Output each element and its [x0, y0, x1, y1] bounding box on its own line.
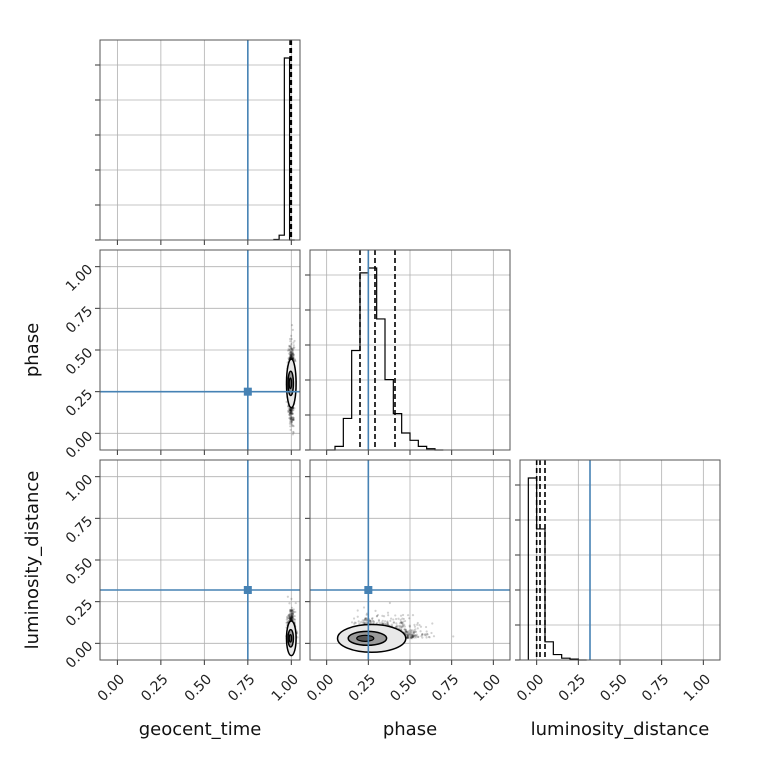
- x-axis-label-phase: phase: [383, 719, 437, 740]
- x-axis-label-geocent_time: geocent_time: [139, 719, 262, 740]
- y-tick-label: 0.50: [63, 555, 96, 588]
- contour-inner: [356, 634, 375, 642]
- x-tick-label: 0.50: [387, 671, 420, 704]
- x-tick-label: 0.25: [346, 671, 379, 704]
- y-axis-label-luminosity_distance: luminosity_distance: [22, 471, 43, 650]
- x-tick-label: 0.25: [556, 671, 589, 704]
- x-tick-label: 0.00: [304, 671, 337, 704]
- x-tick-label: 0.75: [639, 671, 672, 704]
- truth-marker: [243, 586, 252, 594]
- contour-inner: [288, 377, 293, 390]
- y-tick-label: 0.25: [63, 387, 96, 420]
- x-axis-label-luminosity_distance: luminosity_distance: [531, 719, 710, 740]
- x-tick-label: 1.00: [471, 671, 504, 704]
- y-tick-label: 0.75: [63, 303, 96, 336]
- panel-frame: [99, 39, 301, 241]
- panel-frame: [309, 249, 511, 451]
- hist-panel-luminosity_distance: [515, 459, 721, 665]
- panel-frame: [99, 249, 301, 451]
- joint-panel-geocent_time-phase: [95, 249, 301, 455]
- y-tick-label: 0.25: [63, 597, 96, 630]
- joint-panel-phase-luminosity_distance: [305, 459, 511, 665]
- scatter-points: [336, 601, 455, 653]
- joint-panel-geocent_time-luminosity_distance: [95, 459, 301, 665]
- y-tick-label: 0.75: [63, 513, 96, 546]
- scatter-points: [285, 324, 298, 436]
- y-tick-label: 0.50: [63, 345, 96, 378]
- truth-marker: [243, 387, 252, 396]
- hist-step-phase: [326, 267, 444, 451]
- x-tick-label: 0.25: [138, 671, 171, 704]
- y-tick-label: 1.00: [63, 472, 96, 505]
- panel-frame: [519, 459, 721, 661]
- truth-marker: [364, 586, 373, 594]
- y-tick-label: 0.00: [63, 638, 96, 671]
- scatter-points: [285, 595, 299, 657]
- x-tick-label: 0.00: [514, 671, 547, 704]
- x-tick-label: 0.75: [225, 671, 258, 704]
- hist-panel-geocent_time: [95, 39, 301, 245]
- x-tick-label: 0.75: [429, 671, 462, 704]
- contour-inner: [288, 633, 293, 643]
- y-tick-label: 1.00: [63, 262, 96, 295]
- panel-frame: [309, 459, 511, 661]
- x-tick-label: 1.00: [269, 671, 302, 704]
- y-axis-label-phase: phase: [22, 323, 43, 377]
- y-tick-label: 0.00: [63, 428, 96, 461]
- hist-panel-phase: [305, 249, 511, 455]
- x-tick-label: 1.00: [681, 671, 714, 704]
- x-tick-label: 0.50: [597, 671, 630, 704]
- x-tick-label: 0.00: [95, 671, 128, 704]
- x-tick-label: 0.50: [182, 671, 215, 704]
- panel-frame: [99, 459, 301, 661]
